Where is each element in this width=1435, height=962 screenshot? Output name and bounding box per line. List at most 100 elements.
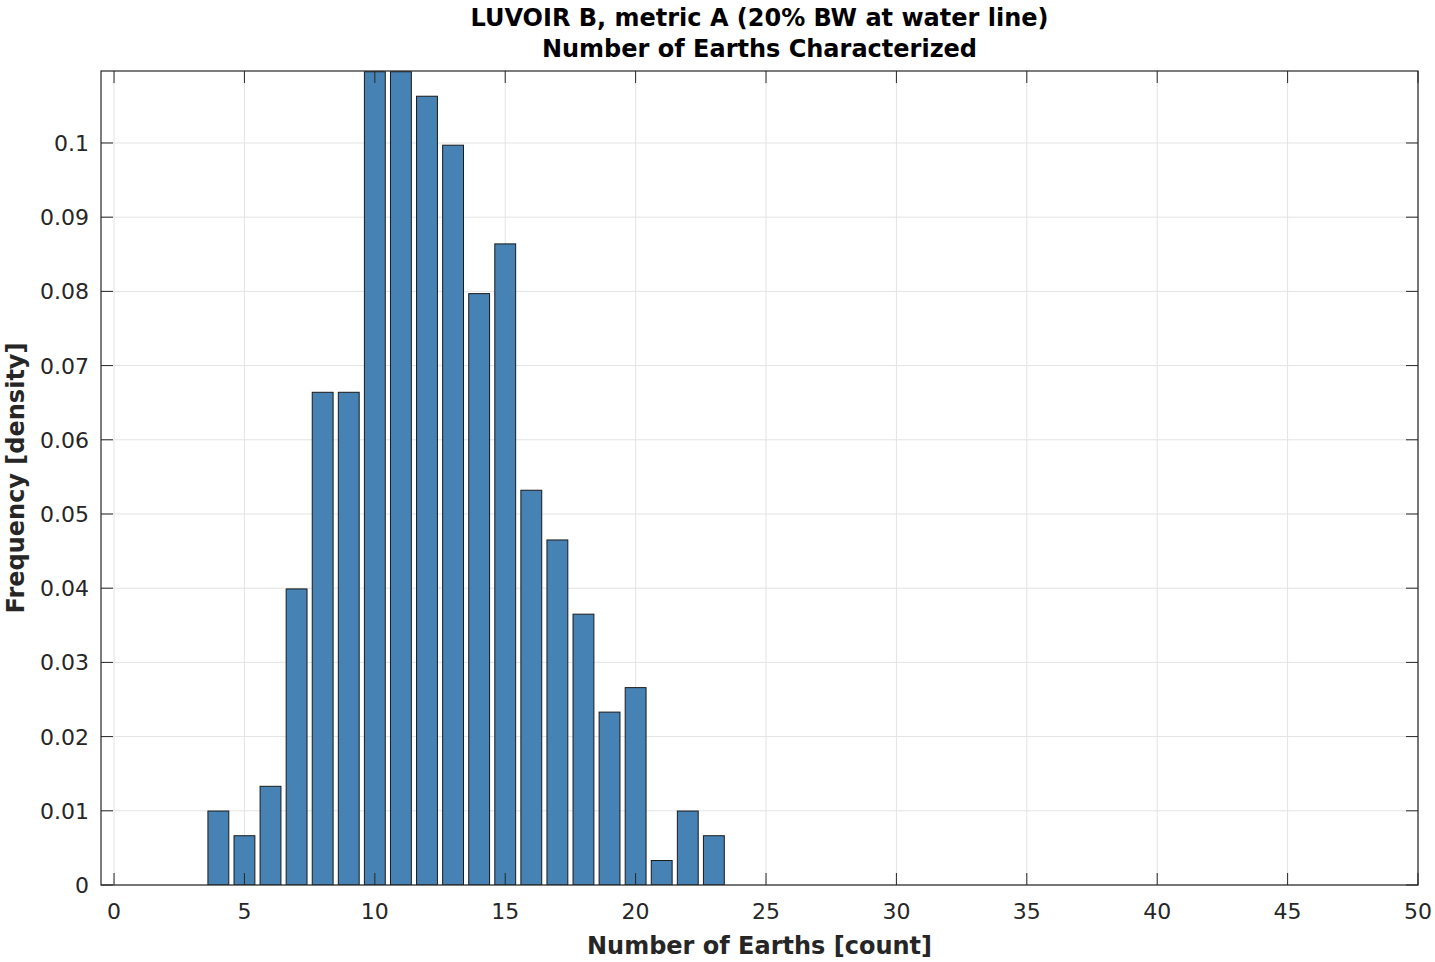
bars	[208, 72, 724, 885]
grid-line	[101, 513, 1418, 514]
tick-label: 40	[1143, 899, 1171, 924]
tick	[1406, 810, 1418, 811]
tick	[1406, 365, 1418, 366]
tick-label: 0.08	[40, 279, 89, 304]
grid-line	[1287, 71, 1288, 885]
grid-line	[101, 217, 1418, 218]
bar	[208, 811, 229, 885]
bar	[390, 72, 411, 885]
bar	[651, 861, 672, 885]
grid-line	[101, 439, 1418, 440]
tick-label: 0.02	[40, 725, 89, 750]
bar	[443, 145, 464, 885]
tick	[101, 810, 113, 811]
grid-line	[101, 291, 1418, 292]
grid-line	[766, 71, 767, 885]
tick	[1406, 736, 1418, 737]
axes-frame	[101, 71, 1418, 885]
tick-label: 5	[237, 899, 251, 924]
bar	[573, 614, 594, 885]
tick-label: 25	[752, 899, 780, 924]
bar	[521, 490, 542, 885]
tick	[114, 873, 115, 885]
y-label: Frequency [density]	[2, 343, 30, 614]
bar	[286, 589, 307, 885]
tick-label: 35	[1013, 899, 1041, 924]
bar	[677, 811, 698, 885]
tick	[101, 885, 113, 886]
tick	[1287, 71, 1288, 83]
bar	[625, 688, 646, 885]
tick-label: 0.09	[40, 205, 89, 230]
chart: 0510152025303540455000.010.020.030.040.0…	[0, 0, 1435, 962]
tick-label: 50	[1404, 899, 1432, 924]
tick	[101, 365, 113, 366]
title: LUVOIR B, metric A (20% BW at water line…	[470, 4, 1048, 32]
tick	[101, 142, 113, 143]
grid-line	[1157, 71, 1158, 885]
tick	[1026, 71, 1027, 83]
bar	[703, 836, 724, 885]
tick-label: 10	[361, 899, 389, 924]
grid-line	[1026, 71, 1027, 885]
bar	[495, 244, 516, 885]
tick	[505, 873, 506, 885]
tick	[114, 71, 115, 83]
tick	[1157, 873, 1158, 885]
tick	[1157, 71, 1158, 83]
tick	[1406, 217, 1418, 218]
tick	[505, 71, 506, 83]
subtitle: Number of Earths Characterized	[542, 35, 977, 63]
plot-area	[101, 71, 1418, 885]
bar	[260, 786, 281, 885]
tick	[1406, 142, 1418, 143]
tick-label: 0.03	[40, 650, 89, 675]
tick-label: 0.04	[40, 576, 89, 601]
tick	[244, 71, 245, 83]
tick	[1418, 873, 1419, 885]
tick	[374, 71, 375, 83]
tick	[1406, 513, 1418, 514]
tick-label: 0	[107, 899, 121, 924]
tick	[766, 873, 767, 885]
tick	[1287, 873, 1288, 885]
bar	[312, 392, 333, 885]
tick	[766, 71, 767, 83]
x-label: Number of Earths [count]	[587, 932, 932, 960]
tick	[101, 588, 113, 589]
bar	[234, 836, 255, 885]
bar	[417, 96, 438, 885]
tick-label: 0.01	[40, 799, 89, 824]
tick-label: 0.05	[40, 502, 89, 527]
tick-label: 15	[491, 899, 519, 924]
tick-label: 0.1	[54, 131, 89, 156]
bar	[599, 712, 620, 885]
tick-label: 0.07	[40, 354, 89, 379]
bar	[547, 540, 568, 885]
bar	[364, 72, 385, 885]
tick	[101, 291, 113, 292]
tick-label: 30	[882, 899, 910, 924]
tick	[1406, 885, 1418, 886]
tick	[1418, 71, 1419, 83]
tick	[244, 873, 245, 885]
tick-label: 0	[75, 873, 89, 898]
tick	[1026, 873, 1027, 885]
bar	[338, 392, 359, 885]
tick	[101, 513, 113, 514]
tick-label: 45	[1274, 899, 1302, 924]
tick-label: 0.06	[40, 428, 89, 453]
tick	[1406, 662, 1418, 663]
tick	[374, 873, 375, 885]
tick	[101, 217, 113, 218]
tick	[101, 662, 113, 663]
tick	[1406, 439, 1418, 440]
grid-line	[896, 71, 897, 885]
tick	[1406, 588, 1418, 589]
tick	[101, 736, 113, 737]
tick	[101, 439, 113, 440]
grid-line	[244, 71, 245, 885]
bar	[469, 294, 490, 885]
tick	[896, 873, 897, 885]
tick	[1406, 291, 1418, 292]
